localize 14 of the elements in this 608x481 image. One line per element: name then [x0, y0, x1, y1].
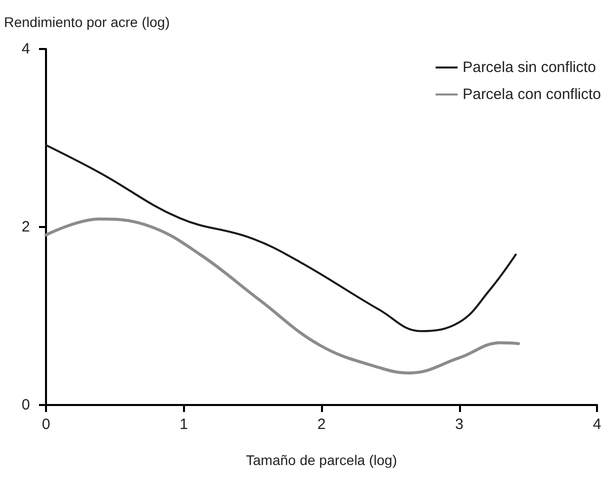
y-tick-label: 0 [22, 396, 30, 414]
line-series [44, 217, 520, 374]
y-axis-title: Rendimiento por acre (log) [4, 14, 170, 30]
x-tick-label: 3 [455, 416, 464, 433]
line-series [45, 144, 517, 332]
x-tick-label: 1 [180, 416, 188, 433]
x-tick-label: 4 [592, 416, 602, 433]
x-tick-label: 2 [317, 416, 326, 433]
x-axis-title: Tamaño de parcela (log) [246, 452, 397, 468]
x-tick-label: 0 [42, 416, 50, 433]
y-tick-label: 4 [22, 40, 30, 58]
legend-label: Parcela sin conflicto [462, 59, 596, 76]
legend-label: Parcela con conflicto [462, 86, 601, 103]
y-tick-label: 2 [22, 218, 30, 236]
